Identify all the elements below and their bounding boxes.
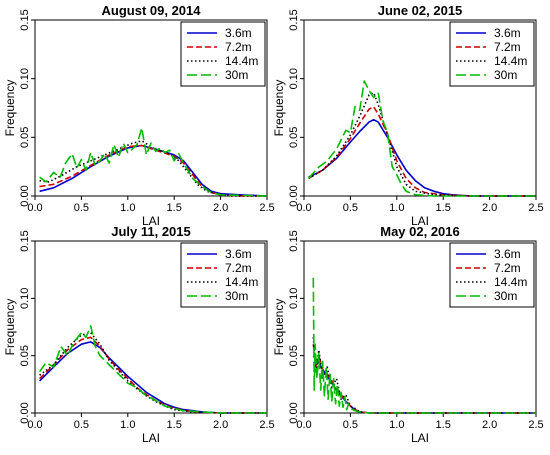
x-axis-label: LAI — [411, 214, 429, 228]
y-tick-label: 0.05 — [19, 127, 31, 148]
series-line-30m — [312, 277, 536, 414]
legend-label: 7.2m — [494, 261, 521, 275]
legend-label: 3.6m — [225, 26, 252, 40]
y-tick-label: 0.15 — [19, 230, 31, 251]
x-axis-label: LAI — [411, 431, 429, 445]
x-tick-label: 1.5 — [167, 202, 182, 214]
legend-label: 30m — [494, 68, 517, 82]
x-tick-label: 2.5 — [528, 202, 543, 214]
x-tick-label: 0.0 — [27, 419, 42, 431]
series-line-30m — [39, 127, 268, 197]
x-tick-label: 0.5 — [74, 202, 89, 214]
series-line-3.6m — [39, 144, 268, 197]
series-line-14.4m — [39, 140, 267, 197]
y-tick-label: 0.05 — [288, 345, 300, 366]
x-tick-label: 2.5 — [259, 419, 274, 431]
chart-title: August 09, 2014 — [102, 3, 202, 18]
legend-label: 14.4m — [225, 54, 258, 68]
y-tick-label: 0.00 — [19, 185, 31, 206]
y-tick-label: 0.00 — [288, 402, 300, 423]
x-tick-label: 1.5 — [436, 419, 451, 431]
x-tick-label: 2.5 — [259, 202, 274, 214]
legend-label: 3.6m — [225, 247, 252, 261]
x-tick-label: 0.0 — [27, 202, 42, 214]
legend-label: 3.6m — [494, 26, 521, 40]
panel-3: July 11, 2015 0.0 0.5 1.0 1.5 2.0 2.5 0.00 0.05 0… — [3, 224, 275, 445]
x-tick-label: 2.0 — [482, 419, 497, 431]
y-tick-label: 0.05 — [288, 127, 300, 148]
chart-title: June 02, 2015 — [378, 3, 463, 18]
y-tick-label: 0.00 — [19, 402, 31, 423]
y-tick-label: 0.10 — [19, 68, 31, 89]
y-tick-label: 0.10 — [288, 288, 300, 309]
x-tick-label: 2.5 — [528, 419, 543, 431]
x-tick-label: 2.0 — [213, 202, 228, 214]
x-tick-label: 0.5 — [343, 202, 358, 214]
chart-title: July 11, 2015 — [111, 224, 191, 239]
x-tick-label: 0.0 — [296, 202, 311, 214]
legend-label: 30m — [225, 68, 248, 82]
legend-label: 14.4m — [225, 275, 258, 289]
series-line-30m — [38, 325, 267, 414]
legend-label: 3.6m — [494, 247, 521, 261]
x-axis-label: LAI — [142, 214, 160, 228]
y-tick-label: 0.10 — [19, 288, 31, 309]
legend-label: 14.4m — [494, 275, 527, 289]
x-tick-label: 1.0 — [389, 419, 404, 431]
x-tick-label: 0.5 — [343, 419, 358, 431]
panel-1: August 09, 2014 0.0 0.5 1.0 1.5 2.0 2.5 0.00 0.0… — [3, 3, 275, 228]
series-line-7.2m — [39, 144, 267, 197]
plot-frame — [303, 19, 537, 197]
panel-4: May 02, 2016 0.0 0.5 1.0 1.5 2.0 2.5 0.00 0.05 0.… — [272, 224, 544, 445]
y-tick-label: 0.15 — [288, 230, 300, 251]
plot-frame — [34, 19, 268, 197]
series-line-3.6m — [312, 355, 536, 414]
y-axis-label: Frequency — [3, 80, 17, 137]
y-tick-label: 0.15 — [288, 9, 300, 30]
series-line-14.4m — [308, 91, 536, 197]
legend-label: 7.2m — [225, 261, 252, 275]
series-line-30m — [307, 80, 536, 197]
chart-title: May 02, 2016 — [380, 224, 460, 239]
legend-label: 7.2m — [225, 40, 252, 54]
legend-label: 30m — [494, 289, 517, 303]
y-axis-label: Frequency — [272, 299, 286, 356]
series-line-3.6m — [308, 118, 536, 197]
y-tick-label: 0.00 — [288, 185, 300, 206]
y-tick-label: 0.05 — [19, 345, 31, 366]
series-line-7.2m — [312, 344, 536, 414]
series-line-7.2m — [308, 106, 536, 197]
x-tick-label: 0.0 — [296, 419, 311, 431]
x-tick-label: 1.0 — [120, 419, 135, 431]
y-tick-label: 0.10 — [288, 68, 300, 89]
y-axis-label: Frequency — [3, 299, 17, 356]
series-line-3.6m — [39, 341, 267, 414]
x-axis-label: LAI — [142, 431, 160, 445]
x-tick-label: 1.5 — [167, 419, 182, 431]
y-axis-label: Frequency — [272, 80, 286, 137]
legend-label: 30m — [225, 289, 248, 303]
panel-2: June 02, 2015 0.0 0.5 1.0 1.5 2.0 2.5 0.00 0.05 0… — [272, 3, 544, 228]
plot-frame — [34, 240, 268, 414]
x-tick-label: 2.0 — [482, 202, 497, 214]
legend-label: 7.2m — [494, 40, 521, 54]
x-tick-label: 1.0 — [389, 202, 404, 214]
legend-label: 14.4m — [494, 54, 527, 68]
x-tick-label: 0.5 — [74, 419, 89, 431]
x-tick-label: 1.5 — [436, 202, 451, 214]
x-tick-label: 2.0 — [213, 419, 228, 431]
x-tick-label: 1.0 — [120, 202, 135, 214]
y-tick-label: 0.15 — [19, 9, 31, 30]
